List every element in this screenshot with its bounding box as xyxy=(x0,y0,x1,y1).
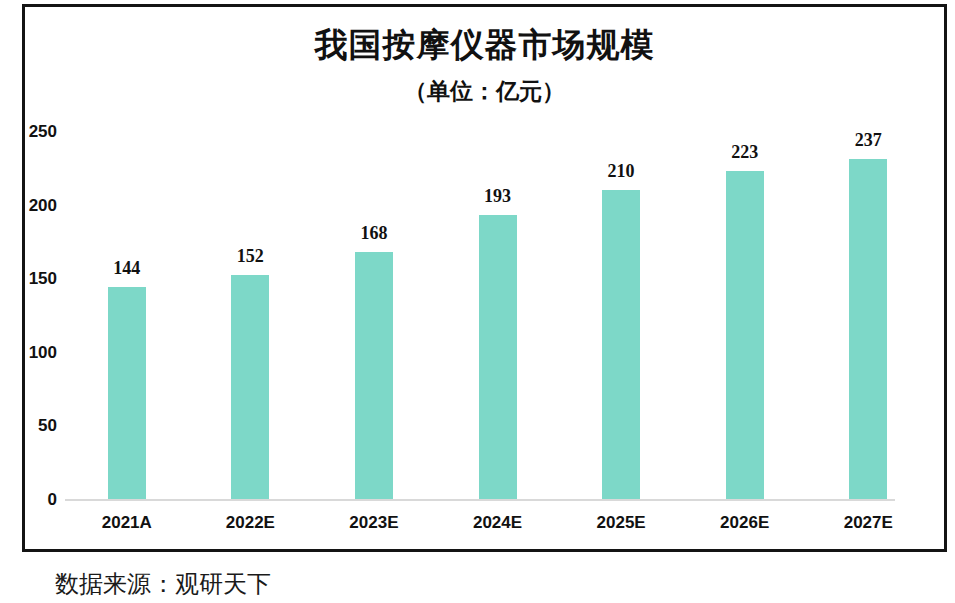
y-tick-label: 50 xyxy=(38,417,57,434)
x-tick-label: 2021A xyxy=(65,513,189,533)
bars-container: 144 152 168 193 210 223 237 xyxy=(65,131,930,499)
bar-group: 168 xyxy=(312,131,436,499)
bar-value-label: 168 xyxy=(360,224,387,242)
page: 我国按摩仪器市场规模 （单位：亿元） 0 50 100 150 200 250 144 15… xyxy=(0,0,955,603)
y-tick-label: 0 xyxy=(48,491,57,508)
bar-value-label: 152 xyxy=(237,247,264,265)
x-tick-label: 2023E xyxy=(312,513,436,533)
plot-area: 0 50 100 150 200 250 144 152 168 193 210 223 237 20… xyxy=(25,125,930,541)
y-axis: 050100150200250 xyxy=(25,131,61,499)
bar-value-label: 237 xyxy=(855,131,882,149)
bar xyxy=(849,159,887,499)
bar xyxy=(231,275,269,499)
chart-frame: 我国按摩仪器市场规模 （单位：亿元） 0 50 100 150 200 250 144 15… xyxy=(22,4,947,552)
y-tick-label: 200 xyxy=(29,196,57,213)
bar xyxy=(726,171,764,499)
bar-group: 152 xyxy=(189,131,313,499)
bar-value-label: 144 xyxy=(113,259,140,277)
bar xyxy=(602,190,640,499)
x-tick-label: 2025E xyxy=(559,513,683,533)
bar-value-label: 193 xyxy=(484,187,511,205)
x-axis-line xyxy=(65,499,895,501)
x-tick-label: 2027E xyxy=(806,513,930,533)
bar-group: 223 xyxy=(683,131,807,499)
bar-group: 210 xyxy=(559,131,683,499)
bar xyxy=(108,287,146,499)
bar-group: 144 xyxy=(65,131,189,499)
y-tick-label: 250 xyxy=(29,123,57,140)
x-axis-labels: 2021A2022E2023E2024E2025E2026E2027E xyxy=(65,513,930,533)
y-tick-label: 150 xyxy=(29,270,57,287)
source-note: 数据来源：观研天下 xyxy=(55,568,271,600)
bar-region: 144 152 168 193 210 223 237 xyxy=(65,131,930,499)
bar-group: 193 xyxy=(436,131,560,499)
bar xyxy=(355,252,393,499)
chart-title: 我国按摩仪器市场规模 xyxy=(25,23,944,68)
bar-value-label: 210 xyxy=(608,162,635,180)
y-tick-label: 100 xyxy=(29,343,57,360)
bar-group: 237 xyxy=(806,131,930,499)
x-tick-label: 2026E xyxy=(683,513,807,533)
bar xyxy=(479,215,517,499)
x-tick-label: 2024E xyxy=(436,513,560,533)
chart-subtitle: （单位：亿元） xyxy=(25,76,944,107)
bar-value-label: 223 xyxy=(731,143,758,161)
x-tick-label: 2022E xyxy=(189,513,313,533)
